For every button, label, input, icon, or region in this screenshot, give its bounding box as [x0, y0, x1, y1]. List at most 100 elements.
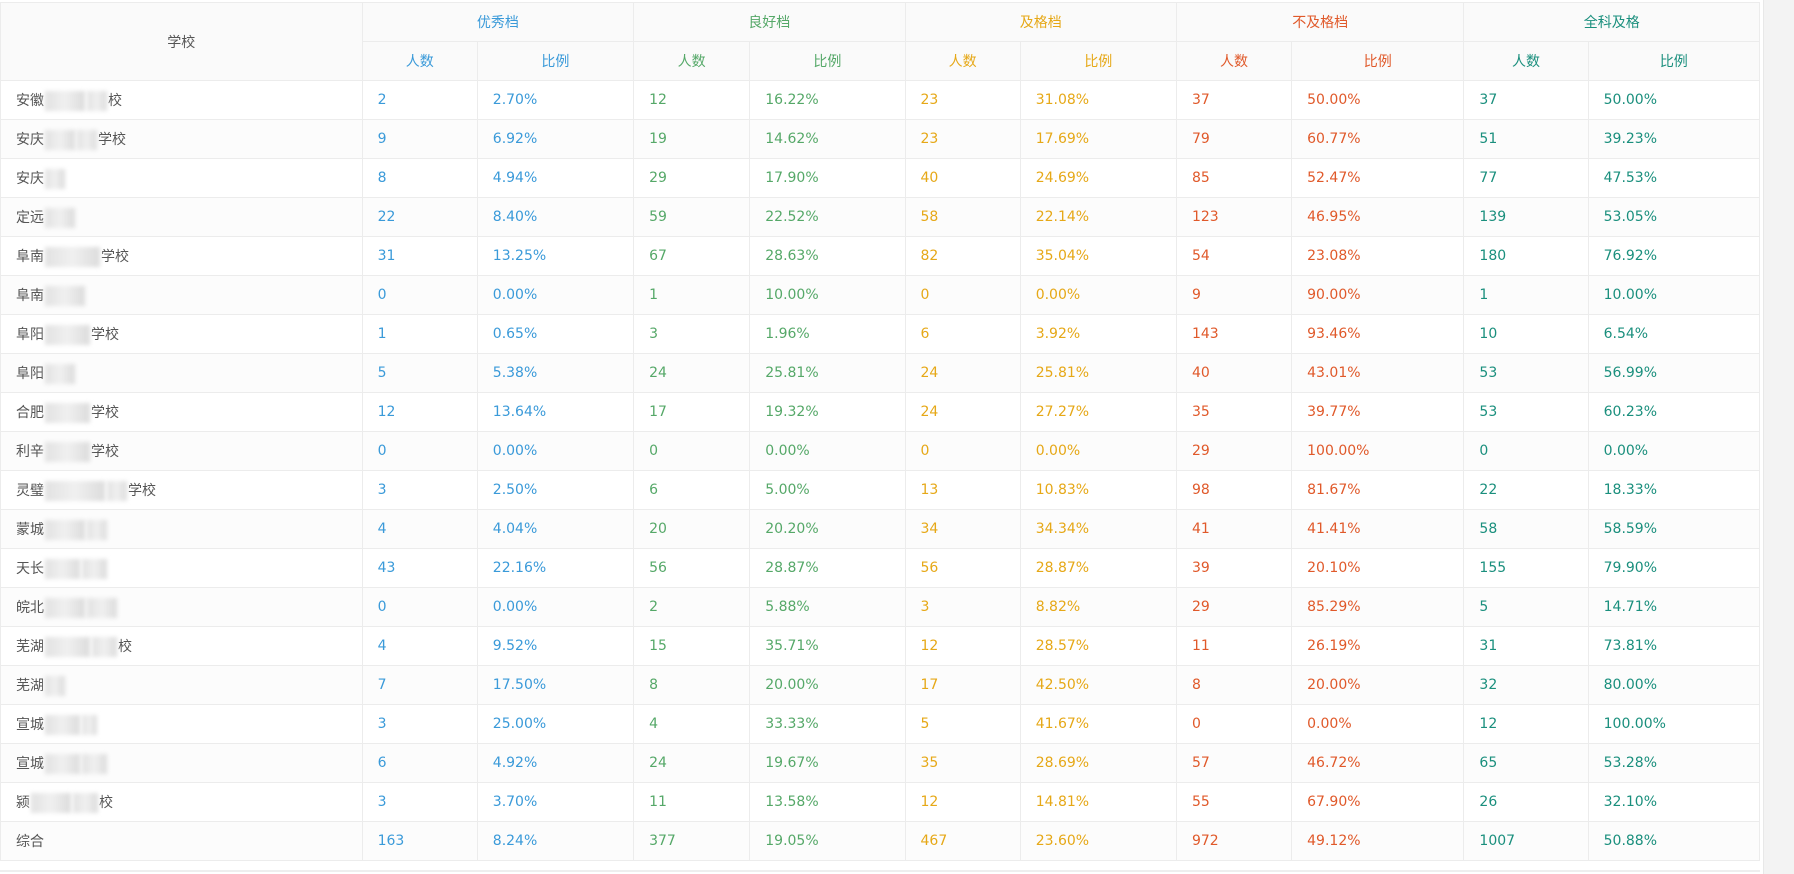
- redacted-text-blur: [45, 247, 100, 267]
- all-pass-ratio-header[interactable]: 比例: [1588, 42, 1759, 81]
- good-count-cell: 1: [634, 276, 750, 315]
- table-row[interactable]: 芜湖 校 4 9.52% 15 35.71% 12 28.57% 11 26.19% 31 73.81…: [1, 627, 1760, 666]
- pass-count-cell: 6: [905, 315, 1020, 354]
- good-ratio-cell: 33.33%: [750, 705, 905, 744]
- table-row[interactable]: 安庆 学校 9 6.92% 19 14.62% 23 17.69% 79 60.77% 51 39.2…: [1, 120, 1760, 159]
- redacted-text-blur: [45, 637, 90, 657]
- table-row[interactable]: 灵璧 学校 3 2.50% 6 5.00% 13 10.83% 98 81.67% 22 18.33%: [1, 471, 1760, 510]
- fail-count-header[interactable]: 人数: [1176, 42, 1291, 81]
- all-pass-ratio-cell: 50.00%: [1588, 81, 1759, 120]
- school-name-suffix: 学校: [91, 444, 119, 460]
- all-pass-count-cell: 77: [1464, 159, 1588, 198]
- redacted-text-blur: [45, 481, 105, 501]
- table-row[interactable]: 利辛 学校 0 0.00% 0 0.00% 0 0.00% 29 100.00% 0 0.00%: [1, 432, 1760, 471]
- school-name-suffix: 学校: [101, 249, 129, 265]
- excellent-ratio-cell: 4.92%: [477, 744, 633, 783]
- table-row[interactable]: 天长 43 22.16% 56 28.87% 56 28.87% 39 20.10% 155 79.…: [1, 549, 1760, 588]
- good-count-header[interactable]: 人数: [634, 42, 750, 81]
- redacted-text-blur: [31, 793, 71, 813]
- school-name-cell: 阜阳: [1, 354, 363, 393]
- table-row[interactable]: 蒙城 4 4.04% 20 20.20% 34 34.34% 41 41.41% 58 58.59%: [1, 510, 1760, 549]
- table-row[interactable]: 阜南 学校 31 13.25% 67 28.63% 82 35.04% 54 23.08% 180 7…: [1, 237, 1760, 276]
- school-name-cell: 阜阳 学校: [1, 315, 363, 354]
- school-name-suffix: 学校: [98, 132, 126, 148]
- fail-ratio-cell: 23.08%: [1292, 237, 1464, 276]
- excellent-ratio-cell: 0.00%: [477, 276, 633, 315]
- fail-count-cell: 11: [1176, 627, 1291, 666]
- pass-ratio-header[interactable]: 比例: [1020, 42, 1176, 81]
- pass-ratio-cell: 23.60%: [1020, 822, 1176, 861]
- fail-ratio-header[interactable]: 比例: [1292, 42, 1464, 81]
- pass-ratio-cell: 42.50%: [1020, 666, 1176, 705]
- table-row[interactable]: 阜阳 学校 1 0.65% 3 1.96% 6 3.92% 143 93.46% 10 6.54%: [1, 315, 1760, 354]
- table-bottom-divider: [0, 870, 1760, 872]
- all-pass-count-cell: 1007: [1464, 822, 1588, 861]
- school-name-cell: 阜南 学校: [1, 237, 363, 276]
- table-row[interactable]: 定远 22 8.40% 59 22.52% 58 22.14% 123 46.95% 139 53.…: [1, 198, 1760, 237]
- all-pass-count-header[interactable]: 人数: [1464, 42, 1588, 81]
- table-row[interactable]: 安庆 8 4.94% 29 17.90% 40 24.69% 85 52.47% 77 47.53%: [1, 159, 1760, 198]
- good-count-cell: 19: [634, 120, 750, 159]
- school-column-header[interactable]: 学校: [1, 3, 363, 81]
- good-ratio-cell: 22.52%: [750, 198, 905, 237]
- good-ratio-cell: 19.32%: [750, 393, 905, 432]
- all-pass-ratio-cell: 73.81%: [1588, 627, 1759, 666]
- all-pass-count-cell: 155: [1464, 549, 1588, 588]
- good-ratio-cell: 35.71%: [750, 627, 905, 666]
- fail-ratio-cell: 39.77%: [1292, 393, 1464, 432]
- all-pass-ratio-cell: 79.90%: [1588, 549, 1759, 588]
- good-ratio-header[interactable]: 比例: [750, 42, 905, 81]
- all-pass-count-cell: 139: [1464, 198, 1588, 237]
- pass-ratio-cell: 22.14%: [1020, 198, 1176, 237]
- school-name-suffix: 学校: [91, 405, 119, 421]
- grade-distribution-table: 学校 优秀档 良好档 及格档 不及格档 全科及格 人数 比例 人数 比例 人数 …: [0, 2, 1760, 861]
- excellent-ratio-header[interactable]: 比例: [477, 42, 633, 81]
- table-row[interactable]: 皖北 0 0.00% 2 5.88% 3 8.82% 29 85.29% 5 14.71%: [1, 588, 1760, 627]
- table-row[interactable]: 合肥 学校 12 13.64% 17 19.32% 24 27.27% 35 39.77% 53 60…: [1, 393, 1760, 432]
- table-row[interactable]: 安徽校 2 2.70% 12 16.22% 23 31.08% 37 50.00% 37 50.00…: [1, 81, 1760, 120]
- pass-count-header[interactable]: 人数: [905, 42, 1020, 81]
- pass-ratio-cell: 41.67%: [1020, 705, 1176, 744]
- page-scrollbar-gutter[interactable]: [1763, 0, 1794, 874]
- table-row[interactable]: 综合 163 8.24% 377 19.05% 467 23.60% 972 49.12% 100…: [1, 822, 1760, 861]
- all-pass-ratio-cell: 0.00%: [1588, 432, 1759, 471]
- table-row[interactable]: 宣城 3 25.00% 4 33.33% 5 41.67% 0 0.00% 12 100.00%: [1, 705, 1760, 744]
- good-count-cell: 6: [634, 471, 750, 510]
- good-count-cell: 20: [634, 510, 750, 549]
- school-name-prefix: 宣城: [16, 756, 44, 772]
- table-row[interactable]: 阜阳 5 5.38% 24 25.81% 24 25.81% 40 43.01% 53 56.99%: [1, 354, 1760, 393]
- table-row[interactable]: 芜湖 7 17.50% 8 20.00% 17 42.50% 8 20.00% 32 80.00%: [1, 666, 1760, 705]
- fail-ratio-cell: 0.00%: [1292, 705, 1464, 744]
- excellent-count-header[interactable]: 人数: [362, 42, 477, 81]
- school-name-prefix: 安徽: [16, 93, 44, 109]
- all-pass-count-cell: 53: [1464, 354, 1588, 393]
- all-pass-count-cell: 53: [1464, 393, 1588, 432]
- good-count-cell: 2: [634, 588, 750, 627]
- excellent-count-cell: 163: [362, 822, 477, 861]
- all-pass-ratio-cell: 50.88%: [1588, 822, 1759, 861]
- school-name-cell: 定远: [1, 198, 363, 237]
- fail-ratio-cell: 43.01%: [1292, 354, 1464, 393]
- good-ratio-cell: 28.63%: [750, 237, 905, 276]
- pass-count-cell: 23: [905, 81, 1020, 120]
- school-name-cell: 安庆: [1, 159, 363, 198]
- pass-ratio-cell: 28.87%: [1020, 549, 1176, 588]
- school-name-cell: 芜湖 校: [1, 627, 363, 666]
- school-name-cell: 灵璧 学校: [1, 471, 363, 510]
- excellent-count-cell: 22: [362, 198, 477, 237]
- good-group-header: 良好档: [634, 3, 905, 42]
- pass-ratio-cell: 14.81%: [1020, 783, 1176, 822]
- excellent-ratio-cell: 2.70%: [477, 81, 633, 120]
- fail-ratio-cell: 41.41%: [1292, 510, 1464, 549]
- excellent-ratio-cell: 0.65%: [477, 315, 633, 354]
- all-pass-ratio-cell: 53.05%: [1588, 198, 1759, 237]
- all-pass-count-cell: 58: [1464, 510, 1588, 549]
- table-row[interactable]: 阜南 0 0.00% 1 10.00% 0 0.00% 9 90.00% 1 10.00%: [1, 276, 1760, 315]
- school-name-suffix: 校: [99, 795, 113, 811]
- table-row[interactable]: 颍校 3 3.70% 11 13.58% 12 14.81% 55 67.90% 26 32.10%: [1, 783, 1760, 822]
- redacted-text-blur: [82, 559, 107, 579]
- fail-count-cell: 54: [1176, 237, 1291, 276]
- redacted-text-blur: [82, 754, 107, 774]
- redacted-text-blur: [92, 637, 117, 657]
- table-row[interactable]: 宣城 6 4.92% 24 19.67% 35 28.69% 57 46.72% 65 53.28%: [1, 744, 1760, 783]
